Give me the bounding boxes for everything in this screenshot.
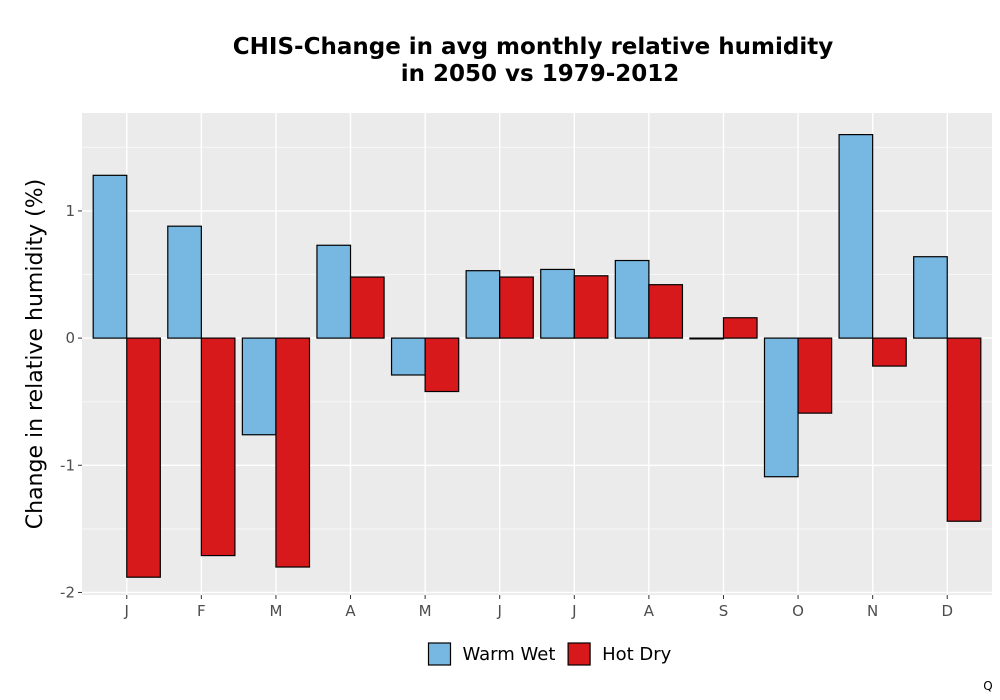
x-tick-label: J [571,602,576,620]
corner-mark: Q [983,679,992,693]
bar-hot-dry [722,317,758,339]
y-axis-ticks: -2 -1 0 1 [60,202,82,601]
legend-label-warm-wet: Warm Wet [463,644,556,665]
bar-warm-wet [92,174,128,339]
bar-warm-wet [241,337,277,436]
bar-warm-wet [167,225,202,339]
bars [92,134,982,578]
legend-key-hot-dry [567,642,591,666]
bar-hot-dry [275,337,311,568]
x-tick-label: O [792,602,804,620]
x-tick-label: S [719,602,729,620]
legend-label-hot-dry: Hot Dry [602,644,672,665]
x-tick-label: F [197,602,206,620]
bar-warm-wet [614,259,650,339]
y-tick-label: 1 [65,202,75,220]
bar-warm-wet [763,337,799,478]
legend-key-warm-wet [427,642,452,666]
bar-warm-wet [465,270,501,339]
bar-warm-wet [689,337,725,340]
bar-warm-wet [913,256,948,339]
chart-title-line2: in 2050 vs 1979-2012 [401,61,680,87]
bar-warm-wet [390,337,426,376]
x-tick-label: A [345,602,356,620]
x-tick-label: N [867,602,878,620]
bar-hot-dry [648,284,684,339]
x-tick-label: A [644,602,655,620]
x-tick-label: D [941,602,953,620]
bar-hot-dry [946,337,982,522]
bar-hot-dry [499,276,534,339]
bar-warm-wet [540,268,575,339]
bar-warm-wet [316,244,352,339]
bar-hot-dry [424,337,460,393]
y-tick-label: -2 [60,583,75,601]
x-tick-label: M [419,602,432,620]
y-tick-label: -1 [60,456,75,474]
bar-hot-dry [797,337,833,414]
bar-hot-dry [872,337,907,367]
bar-hot-dry [349,276,385,339]
bar-hot-dry [573,275,609,339]
x-tick-label: J [496,602,501,620]
x-tick-label: M [269,602,282,620]
bar-warm-wet [838,134,874,339]
x-tick-label: J [124,602,129,620]
chart-title-line1: CHIS-Change in avg monthly relative humi… [233,34,833,60]
bar-hot-dry [126,337,161,578]
y-tick-label: 0 [65,329,75,347]
y-axis-label: Change in relative humidity (%) [23,179,48,529]
legend: Warm Wet Hot Dry [427,642,672,666]
bar-hot-dry [200,337,236,557]
